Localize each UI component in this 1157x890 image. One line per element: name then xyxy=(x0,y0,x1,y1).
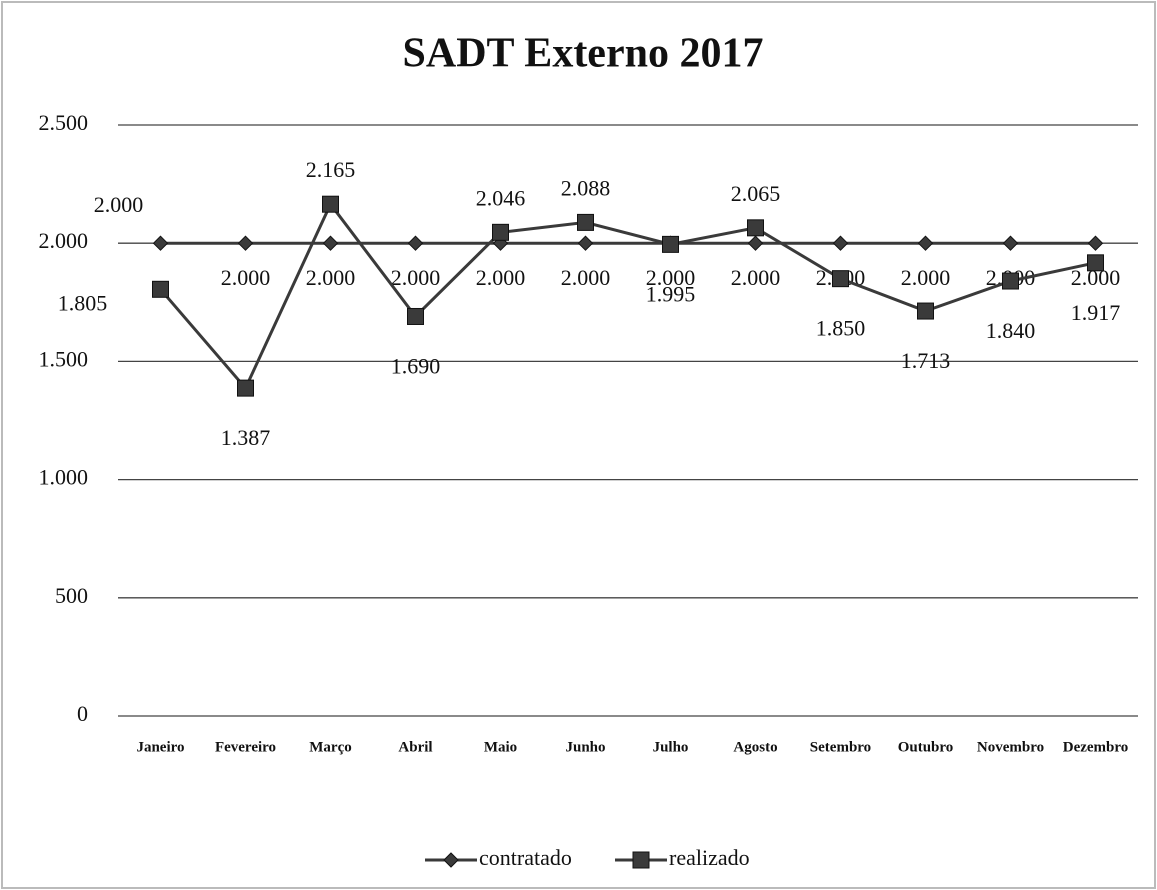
point xyxy=(152,235,169,251)
data-label: 1.917 xyxy=(1071,300,1121,325)
x-tick-label: Maio xyxy=(484,739,517,755)
data-label: 1.850 xyxy=(816,316,866,341)
data-label: 2.000 xyxy=(221,265,271,290)
y-tick-label: 500 xyxy=(55,583,88,608)
point xyxy=(1087,254,1104,272)
y-tick-label: 2.500 xyxy=(39,110,89,135)
data-label: 1.805 xyxy=(58,290,108,315)
legend-marker xyxy=(632,851,650,869)
data-label: 2.000 xyxy=(561,265,611,290)
data-label: 2.000 xyxy=(731,265,781,290)
data-label: 1.995 xyxy=(646,281,696,306)
y-tick-label: 2.000 xyxy=(39,228,89,253)
x-tick-label: Janeiro xyxy=(136,739,184,755)
x-tick-label: Outubro xyxy=(898,739,954,755)
point xyxy=(1087,235,1104,251)
x-tick-label: Junho xyxy=(565,739,605,755)
point xyxy=(832,235,849,251)
point xyxy=(152,280,169,298)
point xyxy=(917,235,934,251)
point xyxy=(747,219,764,237)
data-label: 1.840 xyxy=(986,318,1036,343)
point xyxy=(662,235,679,253)
legend-label: realizado xyxy=(669,845,750,870)
data-label: 2.000 xyxy=(476,265,526,290)
data-label: 1.713 xyxy=(901,348,951,373)
data-label: 2.000 xyxy=(901,265,951,290)
x-tick-label: Março xyxy=(309,739,351,755)
point xyxy=(322,195,339,213)
x-tick-label: Julho xyxy=(653,739,689,755)
point xyxy=(577,213,594,231)
point xyxy=(237,235,254,251)
data-label: 2.065 xyxy=(731,181,781,206)
legend-marker xyxy=(443,852,459,868)
legend-label: contratado xyxy=(479,845,572,870)
data-label: 2.000 xyxy=(646,265,696,290)
data-label: 1.690 xyxy=(391,354,441,379)
chart-title: SADT Externo 2017 xyxy=(403,31,764,77)
x-tick-label: Fevereiro xyxy=(215,739,276,755)
x-tick-label: Abril xyxy=(398,739,432,755)
data-label: 2.088 xyxy=(561,175,611,200)
data-label: 1.387 xyxy=(221,425,271,450)
point xyxy=(917,302,934,320)
data-label: 2.165 xyxy=(306,157,356,182)
point xyxy=(1002,272,1019,290)
point xyxy=(407,307,424,325)
data-label: 2.000 xyxy=(306,265,356,290)
y-tick-label: 1.000 xyxy=(39,465,89,490)
y-tick-label: 0 xyxy=(77,701,88,726)
x-tick-label: Agosto xyxy=(733,739,777,755)
point xyxy=(747,235,764,251)
x-tick-label: Dezembro xyxy=(1063,739,1129,755)
x-tick-label: Novembro xyxy=(977,739,1044,755)
x-tick-label: Setembro xyxy=(810,739,871,755)
data-label: 2.000 xyxy=(391,265,441,290)
point xyxy=(322,235,339,251)
series-line xyxy=(159,201,1096,391)
point xyxy=(407,235,424,251)
data-label: 2.000 xyxy=(94,192,144,217)
point xyxy=(577,235,594,251)
point xyxy=(492,223,509,241)
point xyxy=(832,270,849,288)
point xyxy=(1002,235,1019,251)
y-tick-label: 1.500 xyxy=(39,346,89,371)
data-label: 2.046 xyxy=(476,185,526,210)
point xyxy=(237,379,254,397)
